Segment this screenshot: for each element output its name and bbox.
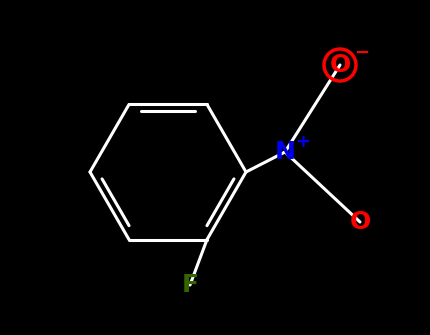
Text: O: O <box>349 210 371 234</box>
Text: O: O <box>329 53 350 77</box>
Text: −: − <box>354 44 369 62</box>
Text: N: N <box>275 140 295 164</box>
Text: F: F <box>181 273 199 297</box>
Text: +: + <box>295 133 310 151</box>
